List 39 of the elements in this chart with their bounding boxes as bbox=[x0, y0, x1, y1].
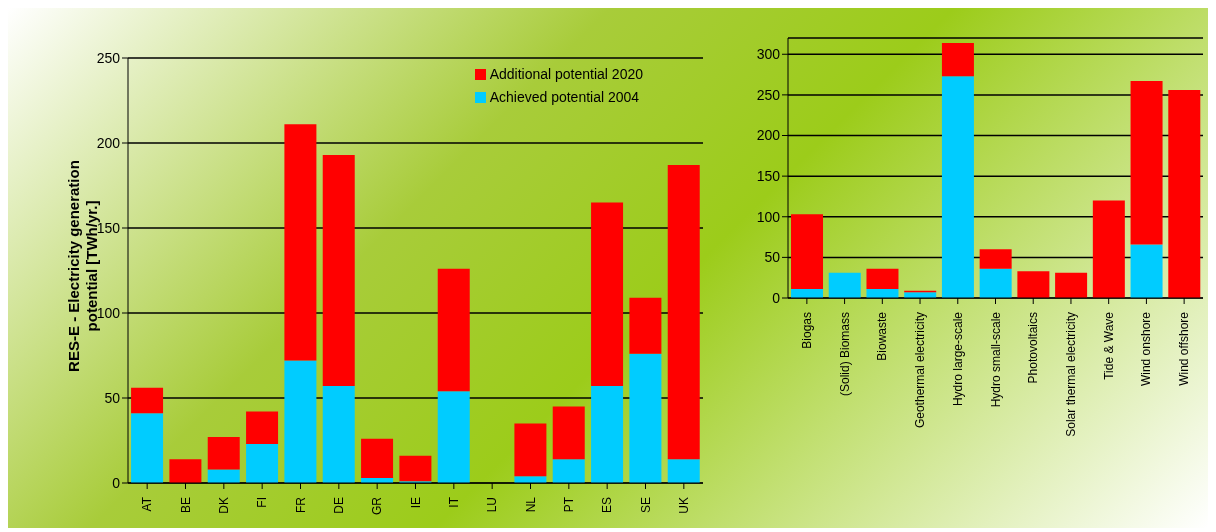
x-tick-label: IT bbox=[446, 496, 461, 508]
x-tick-label: Tide & Wave bbox=[1101, 311, 1116, 380]
x-tick-label: DE bbox=[331, 497, 346, 514]
y-tick-label: 250 bbox=[756, 86, 781, 103]
x-tick-label: LU bbox=[485, 497, 500, 513]
x-tick-label: IE bbox=[408, 497, 423, 509]
x-tick-label: UK bbox=[676, 497, 691, 514]
x-tick-label: PT bbox=[561, 496, 576, 513]
x-tick-label: Solar thermal electricity bbox=[1063, 312, 1078, 437]
y-tick-label: 50 bbox=[104, 389, 121, 406]
x-tick-label: FI bbox=[255, 497, 270, 508]
x-tick-label: Hydro small-scale bbox=[988, 311, 1003, 408]
x-tick-label: Biowaste bbox=[875, 311, 890, 361]
x-tick-label: Wind onshore bbox=[1139, 311, 1154, 387]
x-tick-label: FR bbox=[293, 496, 308, 513]
x-tick-label: DK bbox=[216, 497, 231, 514]
legend-label: Achieved potential 2004 bbox=[489, 89, 640, 105]
y-tick-label: 100 bbox=[756, 208, 781, 225]
x-tick-label: AT bbox=[140, 496, 155, 512]
y-tick-label: 50 bbox=[764, 249, 781, 266]
x-tick-label: ES bbox=[600, 497, 615, 514]
y-tick-label: 250 bbox=[96, 49, 121, 66]
x-tick-label: GR bbox=[370, 496, 385, 515]
y-tick-label: 200 bbox=[756, 127, 781, 144]
x-tick-label: BE bbox=[178, 497, 193, 514]
y-tick-label: 0 bbox=[772, 289, 781, 306]
x-tick-label: NL bbox=[523, 496, 538, 513]
x-tick-label: (Solid) Biomass bbox=[837, 312, 852, 397]
y-tick-label: 200 bbox=[96, 134, 121, 151]
x-tick-label: SE bbox=[638, 497, 653, 514]
y-tick-label: 150 bbox=[756, 168, 781, 185]
x-tick-label: Photovoltaics bbox=[1026, 312, 1041, 384]
x-tick-label: Hydro large-scale bbox=[950, 311, 965, 407]
x-tick-label: Geothermal electricity bbox=[913, 312, 928, 429]
legend-label: Additional potential 2020 bbox=[489, 66, 643, 82]
y-tick-label: 0 bbox=[112, 474, 121, 491]
y-tick-label: 300 bbox=[756, 46, 781, 63]
x-tick-label: Wind offshore bbox=[1177, 311, 1192, 386]
x-tick-label: Biogas bbox=[799, 312, 814, 349]
